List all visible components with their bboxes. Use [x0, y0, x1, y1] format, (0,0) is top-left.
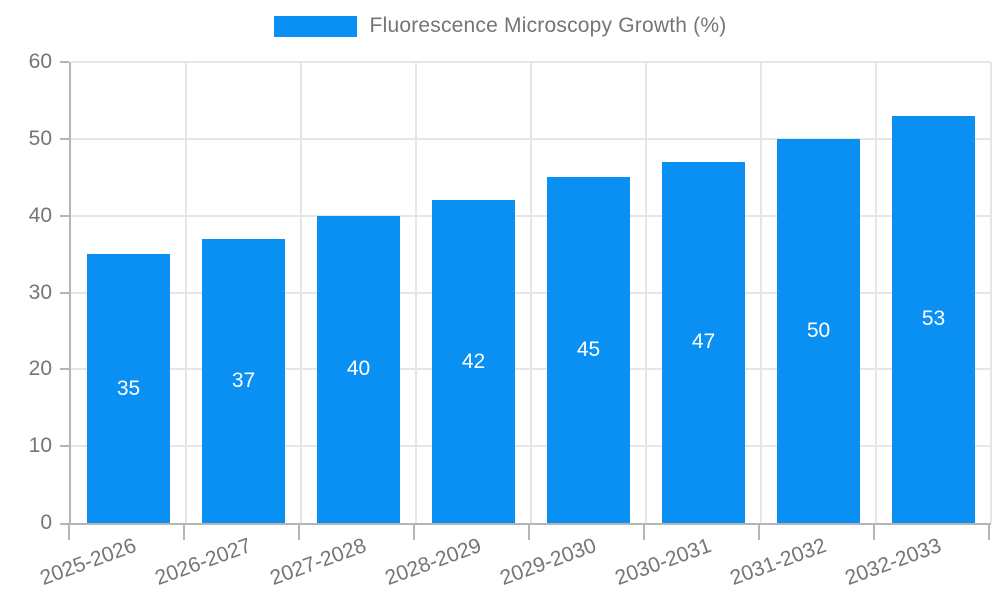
x-tick-mark — [68, 525, 70, 540]
plot-area: 35 37 40 42 45 47 50 53 — [69, 61, 992, 525]
x-axis-tick-label: 2027-2028 — [267, 534, 370, 590]
gridline-vertical — [645, 62, 647, 523]
bar: 35 — [87, 254, 170, 523]
bar-slot: 35 — [71, 62, 186, 523]
bar-value-label: 40 — [346, 357, 371, 381]
y-axis-tick-label: 10 — [28, 434, 52, 458]
gridline-vertical — [300, 62, 302, 523]
bar: 53 — [892, 115, 975, 523]
legend: Fluorescence Microscopy Growth (%) — [0, 14, 1000, 38]
x-axis-tick-label: 2031-2032 — [727, 534, 830, 590]
bar-value-label: 47 — [691, 330, 716, 354]
x-tick-mark — [873, 525, 875, 540]
bar-slot: 47 — [646, 62, 761, 523]
x-tick-mark — [528, 525, 530, 540]
y-axis-tick-label: 20 — [28, 357, 52, 381]
y-tick-mark — [60, 368, 69, 371]
y-axis-tick-label: 0 — [40, 511, 52, 534]
bar-slot: 45 — [531, 62, 646, 523]
gridline-vertical — [530, 62, 532, 523]
legend-swatch — [273, 15, 357, 37]
gridline-vertical — [185, 62, 187, 523]
bar: 45 — [547, 177, 630, 523]
x-tick-mark — [988, 525, 990, 540]
x-tick-mark — [758, 525, 760, 540]
x-axis-tick-label: 2026-2027 — [152, 534, 255, 590]
bar-slot: 37 — [186, 62, 301, 523]
y-axis-tick-label: 30 — [28, 280, 52, 304]
gridline-vertical — [415, 62, 417, 523]
y-axis-tick-label: 60 — [28, 50, 52, 73]
y-tick-mark — [60, 137, 69, 140]
bar: 40 — [317, 215, 400, 523]
x-tick-mark — [643, 525, 645, 540]
y-tick-mark — [60, 523, 69, 525]
bar-slot: 50 — [761, 62, 876, 523]
legend-label: Fluorescence Microscopy Growth (%) — [369, 14, 727, 37]
gridline-vertical — [760, 62, 762, 523]
bar: 47 — [662, 161, 745, 523]
bar: 42 — [432, 200, 515, 523]
bar-value-label: 37 — [231, 368, 256, 392]
x-axis-tick-label: 2025-2026 — [37, 534, 140, 590]
bars-container: 35 37 40 42 45 47 50 53 — [71, 62, 991, 523]
bar: 37 — [202, 238, 285, 523]
x-axis-tick-label: 2030-2031 — [612, 534, 715, 590]
x-tick-mark — [413, 525, 415, 540]
x-axis-tick-label: 2028-2029 — [382, 534, 485, 590]
y-tick-mark — [60, 291, 69, 294]
x-axis-tick-label: 2032-2033 — [842, 534, 945, 590]
x-tick-mark — [298, 525, 300, 540]
bar: 50 — [777, 138, 860, 523]
x-tick-mark — [183, 525, 185, 540]
y-tick-mark — [60, 61, 69, 63]
bar-value-label: 53 — [921, 307, 946, 331]
gridline-vertical — [990, 62, 992, 523]
bar-slot: 42 — [416, 62, 531, 523]
y-axis-tick-label: 40 — [28, 203, 52, 227]
bar-value-label: 50 — [806, 318, 831, 342]
bar-slot: 53 — [876, 62, 991, 523]
bar-value-label: 45 — [576, 338, 601, 362]
gridline-vertical — [875, 62, 877, 523]
bar-value-label: 35 — [116, 376, 141, 400]
y-tick-mark — [60, 445, 69, 448]
y-axis-tick-label: 50 — [28, 126, 52, 150]
y-tick-mark — [60, 214, 69, 217]
bar-slot: 40 — [301, 62, 416, 523]
x-axis-tick-label: 2029-2030 — [497, 534, 600, 590]
bar-value-label: 42 — [461, 349, 486, 373]
